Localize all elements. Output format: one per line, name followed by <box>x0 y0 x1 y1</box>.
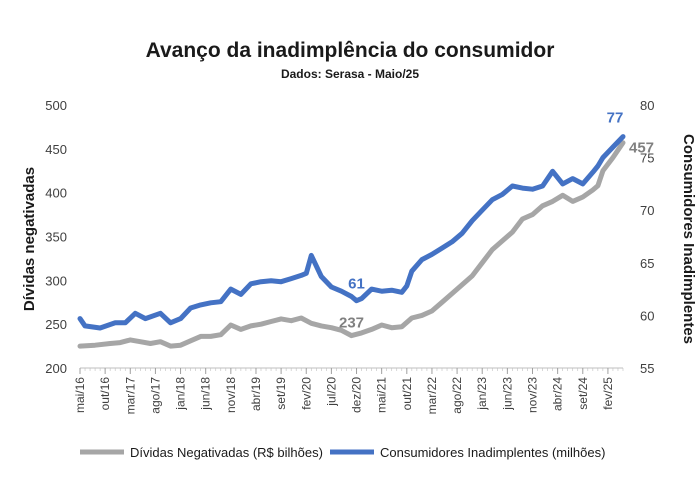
x-tick-label: nov/23 <box>526 377 540 413</box>
x-tick-label: mai/16 <box>73 377 87 413</box>
data-label: 457 <box>629 140 654 157</box>
x-tick-label: dez/20 <box>350 377 364 413</box>
y-axis-right-ticks: 55 60 65 70 75 80 <box>640 98 654 376</box>
x-tick-label: jan/18 <box>174 377 188 411</box>
chart-subtitle: Dados: Serasa - Maio/25 <box>281 67 419 81</box>
data-label: 61 <box>348 276 365 293</box>
x-tick-label: jul/20 <box>324 377 338 407</box>
x-tick-label: abr/24 <box>551 377 565 411</box>
x-tick-label: ago/22 <box>450 377 464 414</box>
x-tick-label: set/19 <box>274 377 288 410</box>
data-labels: 237 457 61 77 <box>339 110 654 332</box>
x-tick-label: jun/23 <box>500 377 514 411</box>
y-axis-left-title: Dívidas negativadas <box>21 167 38 311</box>
chart-title: Avanço da inadimplência do consumidor <box>146 39 555 62</box>
x-tick-label: jan/23 <box>475 377 489 411</box>
x-tick-label: mar/22 <box>425 377 439 415</box>
data-label: 237 <box>339 315 364 332</box>
series-group <box>77 134 626 349</box>
x-tick-label: set/24 <box>576 377 590 410</box>
legend: Dívidas Negativadas (R$ bilhões) Consumi… <box>80 445 605 460</box>
x-tick-label: fev/25 <box>601 377 615 410</box>
x-tick-label: out/16 <box>98 377 112 411</box>
y-axis-right-title: Consumidores Inadimplentes <box>680 134 697 344</box>
y-left-tick-label: 350 <box>45 230 67 245</box>
x-tick-label: mai/21 <box>375 377 389 413</box>
y-right-tick-label: 65 <box>640 256 654 271</box>
y-right-tick-label: 60 <box>640 308 654 323</box>
x-axis-ticks: mai/16 out/16 mar/17 ago/17 jan/18 jun/18 nov/… <box>73 368 624 415</box>
y-right-tick-label: 75 <box>640 151 654 166</box>
y-left-tick-label: 500 <box>45 98 67 113</box>
y-left-tick-label: 250 <box>45 317 67 332</box>
series-line-dividas <box>77 140 626 349</box>
data-label: 77 <box>607 110 624 127</box>
x-tick-label: ago/17 <box>148 377 162 414</box>
x-tick-label: abr/19 <box>249 377 263 411</box>
x-tick-label: out/21 <box>400 377 414 411</box>
y-left-tick-label: 300 <box>45 273 67 288</box>
y-left-tick-label: 200 <box>45 361 67 376</box>
x-tick-label: fev/20 <box>299 377 313 410</box>
x-tick-label: nov/18 <box>224 377 238 413</box>
x-tick-label: jun/18 <box>199 377 213 411</box>
y-left-tick-label: 450 <box>45 142 67 157</box>
x-tick-label: mar/17 <box>123 377 137 415</box>
y-right-tick-label: 80 <box>640 98 654 113</box>
legend-label-consumidores: Consumidores Inadimplentes (milhões) <box>380 445 605 460</box>
y-right-tick-label: 55 <box>640 361 654 376</box>
series-line-consumidores <box>77 134 626 331</box>
y-right-tick-label: 70 <box>640 203 654 218</box>
y-axis-left-ticks: 200 250 300 350 400 450 500 <box>45 98 67 376</box>
y-left-tick-label: 400 <box>45 186 67 201</box>
legend-label-dividas: Dívidas Negativadas (R$ bilhões) <box>130 445 323 460</box>
